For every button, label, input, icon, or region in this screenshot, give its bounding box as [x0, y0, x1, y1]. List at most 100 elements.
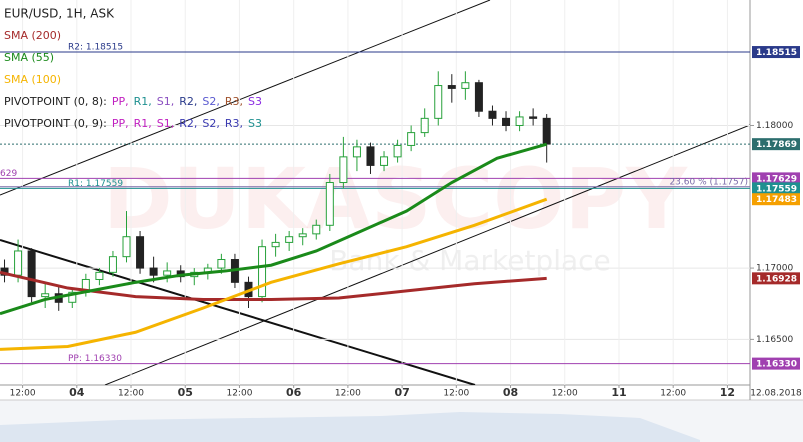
candle-body — [312, 224, 321, 235]
candle-body — [14, 250, 23, 276]
y-tick-label: 1.16500 — [756, 335, 793, 345]
sma-line — [0, 142, 548, 316]
candle-body — [447, 85, 456, 89]
level-label: 629 — [0, 169, 17, 179]
level-label: PP: 1.16330 — [68, 354, 122, 364]
plot-area — [0, 0, 750, 385]
price-badge — [752, 138, 800, 151]
candle-body — [163, 270, 172, 276]
navigator-area — [0, 412, 700, 442]
price-badge-label: 1.17629 — [756, 174, 797, 184]
candle-body — [258, 246, 267, 298]
candle-body — [285, 236, 294, 243]
price-badge — [752, 272, 800, 285]
legend-item: R3, — [225, 95, 243, 108]
x-tick-label: 12:00 — [118, 389, 144, 399]
candle-body — [339, 156, 348, 184]
legend-item: R2, — [179, 95, 197, 108]
watermark-subtext: Bank & Marketplace — [329, 244, 611, 277]
price-badge-label: 1.17559 — [756, 184, 797, 194]
legend-item: R1, — [134, 95, 152, 108]
legend-entry: SMA (55) — [4, 51, 54, 64]
x-tick-label: 12:00 — [226, 389, 252, 399]
candle-body — [352, 146, 361, 158]
y-tick-label: 1.18000 — [756, 121, 793, 131]
price-badge-label: 1.17483 — [756, 195, 797, 205]
candle-body — [325, 182, 334, 226]
x-tick-label: 06 — [286, 386, 302, 399]
candle-body — [393, 144, 402, 158]
candle-body — [380, 156, 389, 166]
legend-item: PP, — [112, 117, 129, 130]
level-label: R1: 1.17559 — [68, 179, 123, 189]
legend-item: R3, — [225, 117, 243, 130]
channel-line — [0, 0, 491, 196]
legend-item: S1, — [157, 95, 174, 108]
sma-line — [0, 197, 548, 351]
candle-body — [217, 259, 226, 269]
price-badge — [752, 172, 800, 185]
candle-body — [529, 116, 538, 119]
candle-body — [502, 117, 511, 126]
price-badge — [752, 357, 800, 370]
legend-item: R2, — [179, 117, 197, 130]
candle-body — [136, 236, 145, 269]
price-badge — [752, 46, 800, 59]
candle-body — [41, 293, 50, 298]
x-date-label: 12.08.2018 — [750, 389, 802, 399]
candle-body — [461, 82, 470, 89]
legend-entry: PIVOTPOINT (0, 9): — [4, 117, 107, 130]
channel-line — [104, 124, 750, 385]
candle-body — [420, 117, 429, 134]
x-tick-label: 12:00 — [335, 389, 361, 399]
candle-body — [68, 291, 77, 303]
price-badge-label: 1.17869 — [756, 140, 797, 150]
candle-body — [515, 116, 524, 126]
trend-line — [0, 239, 476, 385]
x-tick-label: 04 — [69, 386, 85, 399]
candle-body — [407, 132, 416, 146]
x-tick-label: 12:00 — [443, 389, 469, 399]
watermark-text: DUKASCOPY — [103, 150, 688, 248]
price-badge-label: 1.16928 — [756, 274, 797, 284]
watermark: DUKASCOPY Bank & Marketplace — [103, 150, 688, 277]
legend-item: S1, — [157, 117, 174, 130]
candle-body — [149, 267, 158, 276]
price-badge-label: 1.16330 — [756, 360, 797, 370]
candle-body — [122, 236, 131, 258]
legend-entry: SMA (200) — [4, 29, 61, 42]
x-tick-label: 12:00 — [660, 389, 686, 399]
legend-item: S3 — [248, 117, 262, 130]
x-tick-label: 11 — [611, 386, 626, 399]
price-badge-label: 1.18515 — [756, 48, 797, 58]
price-badge — [752, 193, 800, 206]
level-label: R2: 1.18515 — [68, 43, 123, 53]
candle-body — [542, 117, 551, 145]
legend-item: S3 — [248, 95, 262, 108]
candle-body — [474, 82, 483, 112]
x-tick-label: 08 — [503, 386, 518, 399]
candle-body — [434, 85, 443, 119]
price-badge — [752, 182, 800, 195]
x-tick-label: 12:00 — [10, 389, 36, 399]
x-tick-label: 05 — [178, 386, 193, 399]
chart-title: EUR/USD, 1H, ASK — [4, 7, 115, 21]
x-tick-label: 12:00 — [552, 389, 578, 399]
legend-item: S2, — [202, 95, 219, 108]
candle-body — [366, 146, 375, 166]
legend-item: PP, — [112, 95, 129, 108]
legend-item: R1, — [134, 117, 152, 130]
candle-body — [271, 241, 280, 248]
candle-body — [27, 250, 36, 298]
y-tick-label: 1.17000 — [756, 264, 793, 274]
x-tick-label: 12 — [720, 386, 735, 399]
legend-entry: SMA (100) — [4, 73, 61, 86]
candle-body — [95, 271, 104, 280]
legend-entry: PIVOTPOINT (0, 8): — [4, 95, 107, 108]
trend-lines — [0, 0, 750, 385]
candle-body — [488, 110, 497, 119]
x-tick-label: 07 — [394, 386, 409, 399]
candle-body — [298, 233, 307, 238]
